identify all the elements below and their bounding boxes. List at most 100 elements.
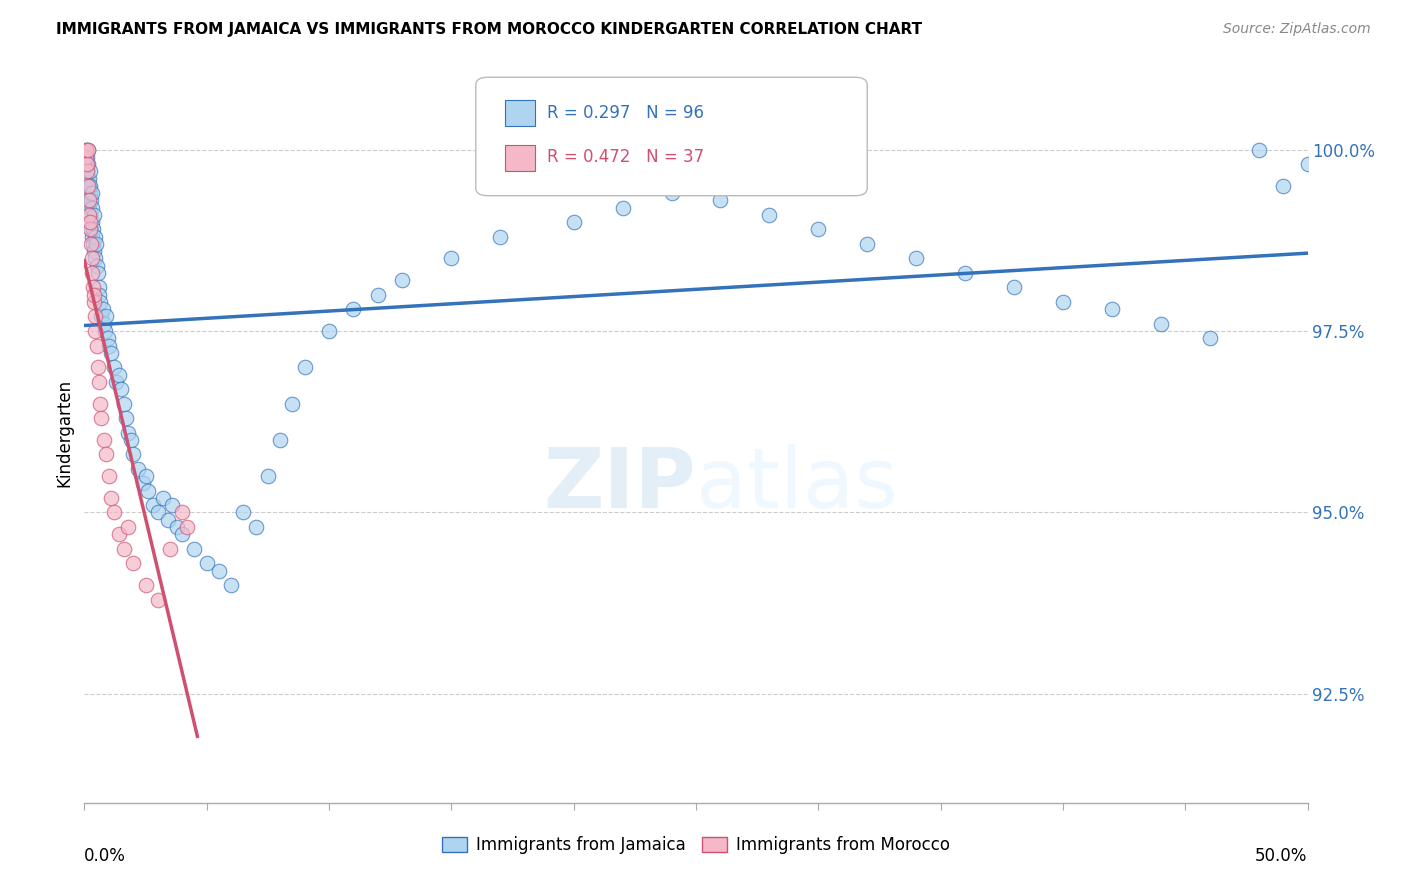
Point: [79, 178, 101, 193]
Point: [87, 360, 110, 375]
Point: [1272, 178, 1295, 193]
Point: [90, 310, 112, 324]
Point: [83, 295, 105, 310]
Point: [136, 483, 159, 498]
Point: [82, 222, 104, 236]
Point: [1247, 143, 1270, 157]
Text: Source: ZipAtlas.com: Source: ZipAtlas.com: [1223, 22, 1371, 37]
Point: [77, 201, 100, 215]
Point: [77, 194, 100, 208]
Point: [75, 143, 97, 157]
Point: [807, 222, 830, 236]
Point: [758, 208, 780, 222]
Point: [489, 229, 512, 244]
Point: [80, 215, 103, 229]
Point: [97, 469, 120, 483]
Point: [75, 157, 97, 171]
Point: [1002, 280, 1025, 294]
Point: [79, 222, 101, 236]
Point: [87, 287, 110, 301]
Point: [146, 506, 169, 520]
Point: [76, 164, 98, 178]
Point: [79, 186, 101, 200]
Point: [107, 527, 129, 541]
Point: [86, 338, 108, 352]
Point: [142, 498, 165, 512]
Point: [342, 302, 364, 317]
Y-axis label: Kindergarten: Kindergarten: [55, 378, 73, 487]
Point: [84, 324, 107, 338]
Point: [82, 201, 104, 215]
Point: [709, 194, 731, 208]
Point: [76, 150, 98, 164]
Point: [76, 157, 98, 171]
Point: [77, 186, 100, 200]
Point: [122, 447, 145, 461]
Point: [75, 150, 97, 164]
Point: [112, 396, 135, 410]
Point: [117, 425, 139, 440]
Point: [83, 287, 105, 301]
Point: [1052, 295, 1074, 310]
Point: [76, 143, 98, 157]
Point: [1296, 157, 1319, 171]
Point: [294, 360, 316, 375]
Point: [183, 541, 205, 556]
Point: [79, 215, 101, 229]
Point: [86, 259, 108, 273]
Point: [156, 513, 179, 527]
Point: [391, 273, 413, 287]
Point: [159, 541, 181, 556]
Point: [110, 382, 132, 396]
Text: R = 0.472   N = 37: R = 0.472 N = 37: [547, 148, 704, 166]
Point: [89, 295, 111, 310]
Point: [89, 396, 111, 410]
Point: [75, 143, 97, 157]
Point: [1150, 317, 1173, 331]
Point: [83, 244, 105, 259]
Point: [83, 229, 105, 244]
Point: [80, 236, 103, 251]
Point: [562, 215, 585, 229]
Point: [176, 520, 198, 534]
Point: [135, 578, 157, 592]
Point: [77, 194, 100, 208]
Legend: Immigrants from Jamaica, Immigrants from Morocco: Immigrants from Jamaica, Immigrants from…: [436, 830, 956, 861]
Point: [91, 302, 114, 317]
Point: [105, 375, 128, 389]
Point: [76, 171, 98, 186]
Text: IMMIGRANTS FROM JAMAICA VS IMMIGRANTS FROM MOROCCO KINDERGARTEN CORRELATION CHAR: IMMIGRANTS FROM JAMAICA VS IMMIGRANTS FR…: [56, 22, 922, 37]
Point: [103, 360, 125, 375]
Point: [219, 578, 242, 592]
Point: [77, 171, 100, 186]
Text: 0.0%: 0.0%: [84, 847, 127, 865]
Text: R = 0.297   N = 96: R = 0.297 N = 96: [547, 103, 704, 122]
Point: [103, 506, 125, 520]
Point: [82, 266, 104, 280]
Point: [1198, 331, 1220, 345]
Point: [80, 186, 103, 200]
Point: [87, 375, 110, 389]
Point: [152, 491, 174, 505]
Point: [79, 208, 101, 222]
Point: [93, 433, 115, 447]
Point: [77, 178, 100, 193]
Point: [77, 143, 100, 157]
Point: [100, 491, 122, 505]
Text: atlas: atlas: [696, 444, 897, 525]
FancyBboxPatch shape: [505, 100, 534, 126]
Point: [117, 520, 139, 534]
Point: [953, 266, 976, 280]
Point: [83, 208, 105, 222]
Point: [87, 280, 110, 294]
Point: [96, 310, 118, 324]
Point: [162, 498, 184, 512]
Point: [318, 324, 340, 338]
Point: [172, 527, 194, 541]
Point: [82, 280, 104, 294]
Point: [856, 236, 879, 251]
Point: [661, 186, 683, 200]
Point: [82, 236, 104, 251]
Point: [76, 164, 98, 178]
Point: [115, 411, 138, 425]
